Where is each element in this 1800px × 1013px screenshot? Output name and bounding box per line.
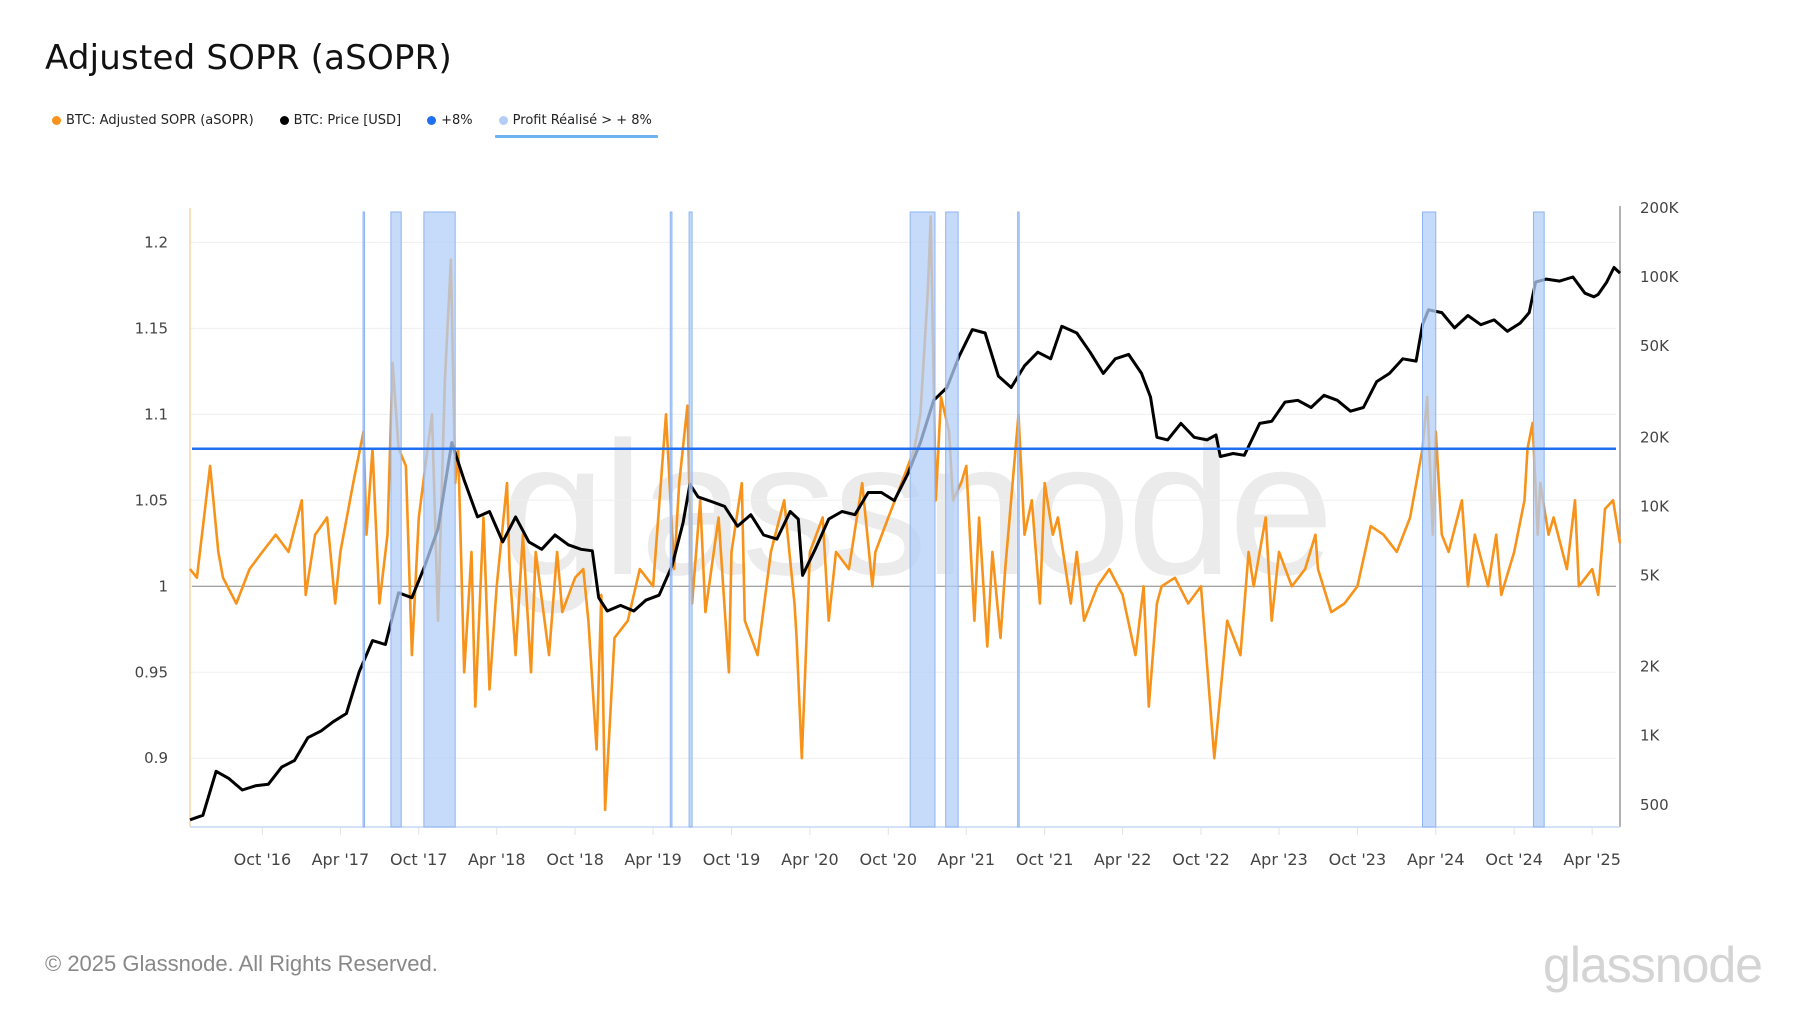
y-right-tick-label: 5K bbox=[1640, 566, 1661, 584]
legend-item-profit-realized[interactable]: Profit Réalisé > + 8% bbox=[494, 113, 659, 138]
legend-item-threshold[interactable]: +8% bbox=[427, 113, 473, 134]
x-tick-label: Apr '24 bbox=[1407, 850, 1465, 869]
asopr-line bbox=[188, 215, 1622, 812]
y-left-tick-label: 1.15 bbox=[135, 319, 168, 337]
y-right-tick-label: 10K bbox=[1640, 497, 1670, 515]
x-tick-label: Apr '25 bbox=[1563, 850, 1621, 869]
x-tick-label: Oct '17 bbox=[390, 850, 448, 869]
legend-dot-icon bbox=[427, 116, 437, 125]
x-tick-label: Oct '24 bbox=[1485, 850, 1543, 869]
y-left-tick-label: 0.9 bbox=[144, 749, 168, 767]
x-tick-label: Oct '20 bbox=[860, 850, 918, 869]
legend: BTC: Adjusted SOPR (aSOPR) BTC: Price [U… bbox=[52, 113, 659, 138]
y-right-tick-label: 2K bbox=[1640, 658, 1661, 676]
profit-realized-band bbox=[390, 211, 402, 828]
x-tick-label: Apr '22 bbox=[1094, 850, 1152, 869]
price-line bbox=[189, 266, 1622, 822]
y-right-tick-label: 200K bbox=[1640, 199, 1680, 217]
x-tick-label: Apr '20 bbox=[781, 850, 839, 869]
x-tick-label: Apr '18 bbox=[468, 850, 526, 869]
y-right-tick-label: 100K bbox=[1640, 268, 1680, 286]
x-tick-label: Oct '16 bbox=[234, 850, 292, 869]
x-tick-label: Oct '23 bbox=[1329, 850, 1387, 869]
y-left-tick-label: 0.95 bbox=[135, 663, 168, 681]
y-right-tick-label: 500 bbox=[1640, 796, 1669, 814]
profit-realized-band bbox=[423, 211, 456, 828]
y-left-tick-label: 1.2 bbox=[144, 233, 168, 251]
y-right-tick-label: 1K bbox=[1640, 727, 1661, 745]
x-tick-label: Apr '23 bbox=[1250, 850, 1308, 869]
y-right-tick-label: 50K bbox=[1640, 337, 1670, 355]
profit-realized-band bbox=[688, 211, 693, 828]
profit-realized-band bbox=[945, 211, 959, 828]
y-left-tick-label: 1 bbox=[158, 577, 168, 595]
legend-label: BTC: Price [USD] bbox=[293, 113, 402, 128]
profit-realized-band bbox=[362, 211, 366, 828]
x-tick-label: Oct '18 bbox=[546, 850, 604, 869]
profit-realized-band bbox=[1422, 211, 1437, 828]
chart-title: Adjusted SOPR (aSOPR) bbox=[45, 38, 452, 78]
profit-realized-band bbox=[909, 211, 936, 828]
legend-label: BTC: Adjusted SOPR (aSOPR) bbox=[66, 113, 254, 128]
legend-dot-icon bbox=[279, 116, 289, 125]
y-left-tick-label: 1.1 bbox=[144, 405, 168, 423]
legend-item-price[interactable]: BTC: Price [USD] bbox=[279, 113, 402, 134]
legend-dot-icon bbox=[498, 116, 508, 125]
y-right-tick-label: 20K bbox=[1640, 428, 1670, 446]
legend-label: Profit Réalisé > + 8% bbox=[512, 113, 652, 128]
legend-item-asopr[interactable]: BTC: Adjusted SOPR (aSOPR) bbox=[52, 113, 254, 134]
legend-dot-icon bbox=[52, 116, 61, 125]
x-tick-label: Apr '17 bbox=[312, 850, 370, 869]
x-tick-label: Apr '21 bbox=[937, 850, 995, 869]
profit-realized-band bbox=[669, 211, 673, 828]
glassnode-logo: glassnode bbox=[1543, 937, 1763, 993]
profit-realized-band bbox=[1532, 211, 1545, 828]
x-tick-label: Apr '19 bbox=[624, 850, 682, 869]
y-left-tick-label: 1.05 bbox=[135, 491, 168, 509]
x-tick-label: Oct '19 bbox=[703, 850, 761, 869]
x-tick-label: Oct '21 bbox=[1016, 850, 1074, 869]
legend-label: +8% bbox=[441, 113, 473, 128]
copyright-footer: © 2025 Glassnode. All Rights Reserved. bbox=[45, 951, 438, 976]
x-tick-label: Oct '22 bbox=[1172, 850, 1230, 869]
profit-realized-band bbox=[1017, 211, 1020, 828]
